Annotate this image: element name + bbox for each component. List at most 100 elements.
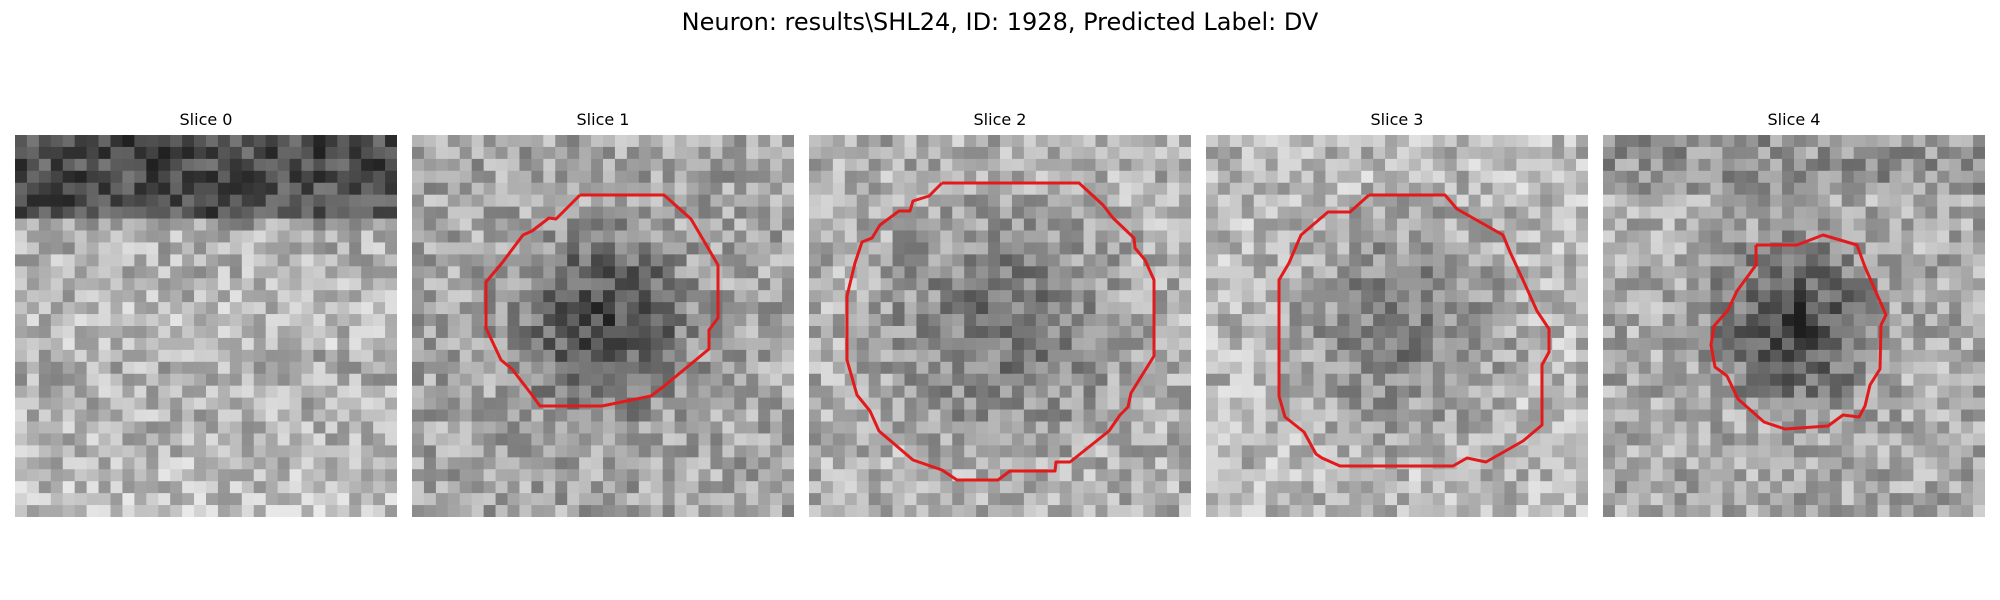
image-pixel [626, 266, 640, 279]
image-pixel [1444, 135, 1458, 148]
image-pixel [1528, 194, 1541, 207]
image-pixel [964, 326, 977, 339]
image-pixel [1289, 206, 1302, 219]
image-pixel [531, 326, 544, 339]
image-pixel [1047, 337, 1061, 351]
image-pixel [361, 373, 374, 387]
image-pixel [325, 349, 338, 363]
image-pixel [62, 361, 76, 375]
image-pixel [567, 493, 580, 506]
image-pixel [1217, 421, 1231, 434]
image-pixel [809, 409, 822, 422]
image-pixel [1662, 242, 1675, 255]
image-pixel [1167, 170, 1180, 184]
image-pixel [1155, 433, 1168, 446]
image-pixel [1480, 266, 1493, 279]
image-pixel [110, 302, 123, 315]
image-pixel [1722, 361, 1735, 375]
image-pixel [182, 493, 195, 506]
image-pixel [626, 135, 640, 148]
image-pixel [1385, 409, 1398, 422]
image-pixel [1373, 349, 1386, 363]
image-pixel [62, 182, 76, 196]
image-pixel [686, 242, 699, 255]
image-pixel [567, 266, 580, 279]
image-pixel [1047, 206, 1061, 219]
image-pixel [289, 290, 302, 303]
image-pixel [1877, 170, 1890, 184]
image-pixel [86, 361, 99, 375]
image-pixel [1206, 505, 1219, 517]
image-pixel [988, 290, 1001, 303]
image-pixel [880, 302, 893, 315]
image-pixel [1313, 337, 1326, 351]
image-pixel [1071, 266, 1084, 279]
image-pixel [229, 373, 243, 387]
image-pixel [638, 373, 652, 387]
image-pixel [1516, 469, 1529, 482]
image-pixel [722, 206, 735, 219]
image-pixel [26, 337, 40, 351]
image-pixel [892, 385, 905, 398]
image-pixel [1397, 158, 1410, 172]
image-pixel [940, 373, 953, 387]
image-pixel [1337, 469, 1350, 482]
image-pixel [1889, 135, 1902, 148]
image-pixel [1143, 385, 1156, 398]
image-pixel [1265, 385, 1278, 398]
image-pixel [435, 290, 449, 303]
image-pixel [1782, 278, 1795, 291]
image-pixel [662, 361, 675, 375]
image-pixel [253, 409, 267, 422]
image-pixel [1650, 373, 1664, 387]
image-pixel [1504, 266, 1517, 279]
image-pixel [782, 493, 794, 506]
image-pixel [229, 266, 243, 279]
image-pixel [1301, 349, 1314, 363]
image-pixel [1095, 290, 1108, 303]
image-pixel [1277, 278, 1290, 291]
image-pixel [1686, 373, 1699, 387]
image-pixel [1313, 385, 1326, 398]
image-pixel [988, 194, 1001, 207]
image-pixel [579, 326, 592, 339]
image-pixel [1071, 361, 1084, 375]
image-pixel [1313, 326, 1326, 339]
image-pixel [940, 493, 953, 506]
image-pixel [471, 218, 484, 231]
image-pixel [686, 337, 699, 351]
image-pixel [1865, 397, 1878, 410]
image-pixel [134, 397, 147, 410]
image-pixel [86, 373, 99, 387]
image-pixel [1420, 469, 1434, 482]
image-pixel [361, 397, 374, 410]
image-pixel [1853, 445, 1866, 458]
image-pixel [832, 278, 846, 291]
image-pixel [507, 433, 520, 446]
image-pixel [1265, 242, 1278, 255]
image-pixel [1131, 337, 1144, 351]
image-pixel [1047, 194, 1061, 207]
image-pixel [459, 302, 473, 315]
image-pixel [1734, 445, 1747, 458]
image-pixel [519, 409, 532, 422]
image-pixel [1313, 146, 1326, 160]
image-pixel [1480, 433, 1493, 446]
image-pixel [1901, 278, 1914, 291]
image-pixel [1456, 457, 1469, 470]
image-pixel [1794, 397, 1807, 410]
image-pixel [1603, 218, 1616, 231]
image-pixel [15, 290, 28, 303]
image-pixel [1408, 469, 1422, 482]
image-pixel [650, 433, 664, 446]
image-pixel [674, 302, 687, 315]
image-pixel [519, 158, 532, 172]
image-pixel [385, 385, 397, 398]
image-pixel [1241, 493, 1255, 506]
image-pixel [892, 469, 905, 482]
image-pixel [1095, 337, 1108, 351]
image-pixel [15, 421, 28, 434]
image-pixel [217, 349, 231, 363]
image-pixel [698, 481, 711, 494]
image-pixel [1889, 158, 1902, 172]
